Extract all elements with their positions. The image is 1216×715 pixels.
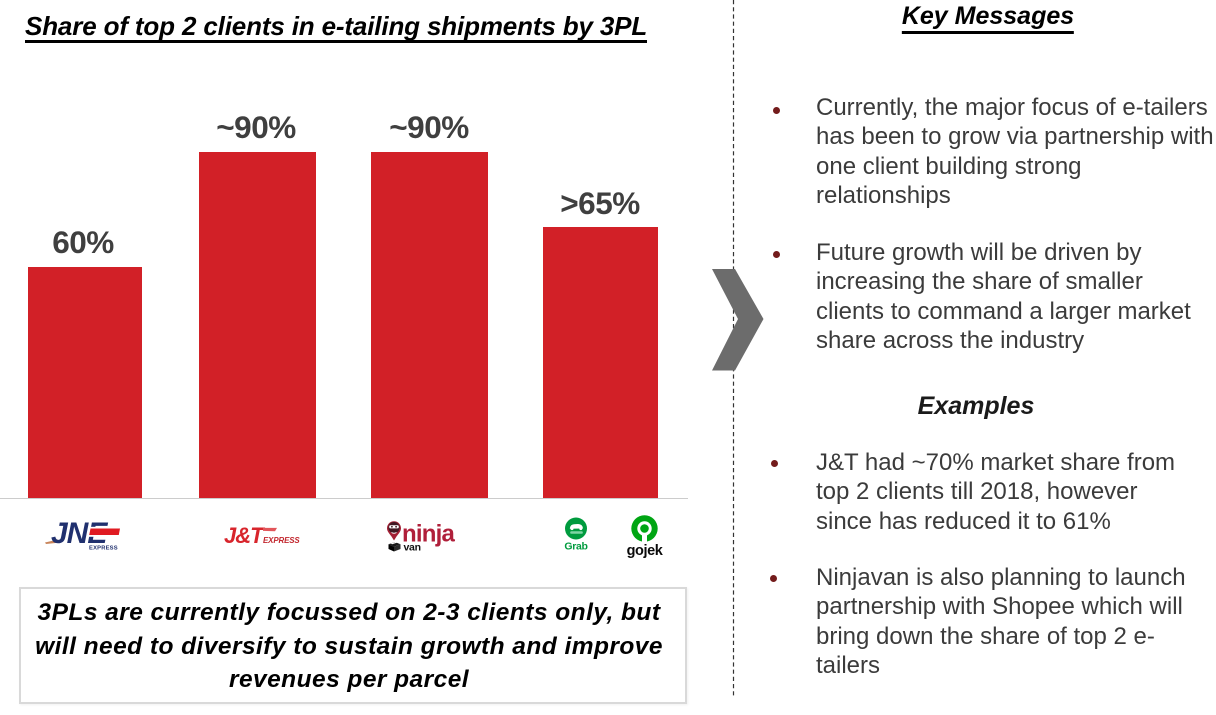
svg-text:van: van bbox=[404, 541, 421, 553]
svg-text:J&T: J&T bbox=[224, 523, 265, 548]
svg-text:EXPRESS: EXPRESS bbox=[89, 546, 118, 552]
svg-text:ninja: ninja bbox=[402, 521, 455, 548]
svg-text:EXPRESS: EXPRESS bbox=[263, 536, 300, 545]
svg-text:gojek: gojek bbox=[627, 543, 664, 558]
svg-text:Grab: Grab bbox=[564, 541, 587, 553]
